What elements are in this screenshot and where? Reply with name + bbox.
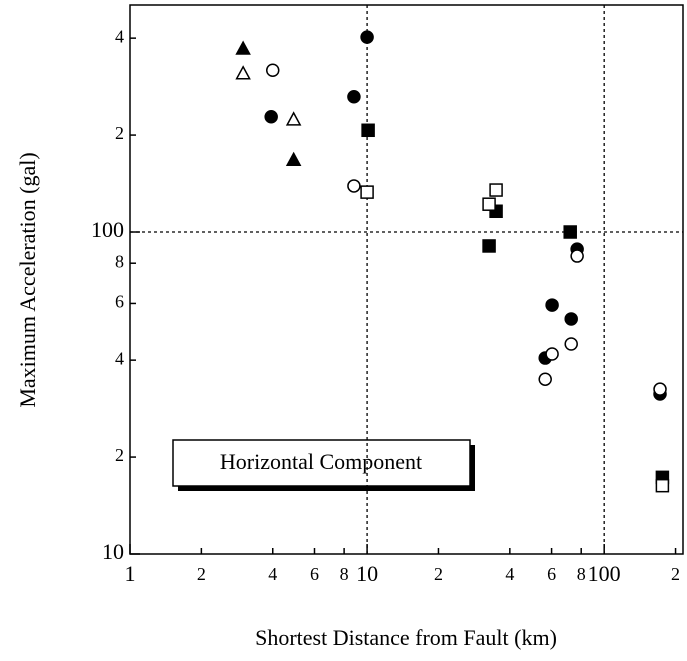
point [538,372,552,386]
y-tick-label: 2 [115,123,124,143]
point [564,337,578,351]
x-tick-label: 2 [671,564,680,584]
point [570,249,584,263]
point [235,65,251,80]
y-tick-label: 6 [115,292,124,312]
point [360,185,374,199]
x-tick-label: 10 [356,561,378,586]
point [264,110,278,124]
plot-frame [129,4,684,555]
point [235,40,251,55]
point [545,298,559,312]
point [285,151,302,167]
annotation: Horizontal Component [220,449,422,474]
y-axis-label: Maximum Acceleration (gal) [15,152,40,407]
y-tick-label: 100 [91,217,124,242]
point [285,111,302,126]
x-tick-label: 8 [340,564,349,584]
y-tick-label: 10 [102,539,124,564]
x-tick-label: 4 [268,564,277,584]
point [361,123,375,138]
x-tick-label: 2 [434,564,443,584]
point [655,478,670,493]
x-tick-label: 6 [310,564,319,584]
point [347,179,361,193]
point [653,382,667,396]
point [360,30,374,44]
point [564,312,578,326]
x-axis-label: Shortest Distance from Fault (km) [255,625,557,650]
x-tick-label: 100 [588,561,621,586]
y-tick-label: 8 [115,251,124,271]
x-tick-label: 2 [197,564,206,584]
point [482,197,496,211]
annotation-box [172,439,471,487]
point [347,90,361,104]
point [545,347,559,361]
x-tick-label: 6 [547,564,556,584]
point [489,183,503,197]
x-tick-label: 4 [505,564,514,584]
x-tick-label: 1 [125,561,136,586]
y-tick-label: 4 [115,26,124,46]
x-tick-label: 8 [577,564,586,584]
y-tick-label: 2 [115,445,124,465]
y-tick-label: 4 [115,348,124,368]
point [482,239,496,253]
point [563,225,577,239]
point [265,63,280,77]
